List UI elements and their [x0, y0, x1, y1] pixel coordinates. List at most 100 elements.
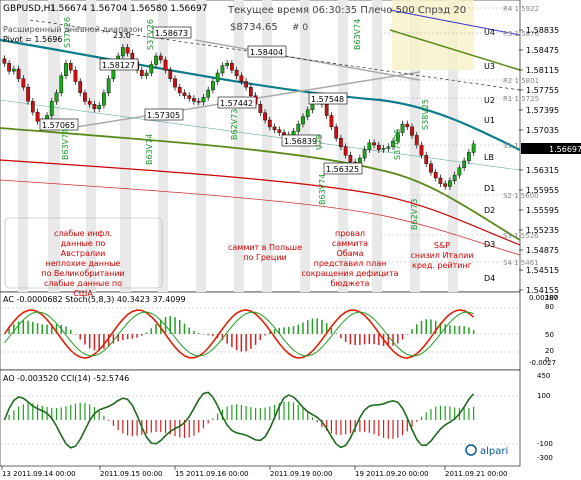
pivot-level-label: S3 1.5526: [503, 232, 539, 240]
pivot-level-label: R2 1.5801: [503, 77, 539, 85]
candle-bear: [173, 78, 177, 88]
annotation-line: бюджета: [331, 279, 370, 288]
candle-bear: [78, 81, 83, 94]
price-tick-label: 1.57755: [526, 86, 559, 95]
price-label-box: [39, 118, 79, 131]
price-tick-label: 1.54515: [526, 266, 559, 275]
candle-bear: [239, 75, 244, 82]
candle-bull: [64, 63, 68, 77]
candle-bear: [429, 163, 433, 173]
current-price-box: [521, 143, 581, 154]
volume-vertical-label: B63V74: [145, 134, 154, 165]
channel-blue: [389, 9, 521, 36]
candle-bear: [92, 103, 97, 109]
candle-bear: [348, 155, 353, 163]
current-price-label: 1.56697: [549, 145, 581, 154]
trendline-resistance: [194, 39, 421, 81]
candle-bear: [433, 172, 438, 179]
candle-bear: [230, 63, 234, 71]
annotation-line: кред. рейтинг: [412, 261, 472, 270]
candle-bull: [467, 152, 471, 162]
candle-bull: [391, 140, 395, 147]
candle-bull: [452, 174, 457, 181]
pivot-levels: R4 1.5922 U4 R3 1.5876 U3 R2 1.5801 U2 R1 1.57…: [380, 5, 540, 283]
price-tick-label: 1.57395: [526, 106, 559, 115]
pivot-level-label: R4 1.5922: [503, 5, 539, 13]
pivot-level-label: S4 1.5461: [503, 259, 539, 267]
ao-cci-plot: 450 100 -100 -300: [0, 372, 553, 462]
candle-bear: [376, 144, 381, 150]
candle-bull: [448, 180, 452, 187]
price-label-text: 1.57065: [42, 121, 75, 130]
cci-line: [3, 391, 475, 449]
candle-bull: [11, 68, 16, 72]
pivot-level-label: S1 1.5650: [503, 142, 539, 150]
ac-tick-label: 100: [545, 294, 558, 302]
candle-bear: [424, 155, 429, 164]
ao-tick-label: -300: [537, 454, 553, 462]
candle-bear: [372, 142, 376, 146]
volume-vertical-label: S37V26: [146, 19, 155, 50]
session-band: [158, 0, 168, 292]
candle-bear: [282, 132, 286, 136]
candle-bull: [400, 123, 405, 133]
ao-tick-label: -100: [537, 440, 553, 448]
candle-bear: [405, 123, 410, 128]
band-level-label: U2: [484, 96, 495, 105]
band-level-label: D1: [484, 184, 495, 193]
candle-bear: [343, 146, 348, 156]
candle-bull: [59, 75, 64, 94]
price-label-box: [323, 162, 363, 175]
candle-bull: [97, 105, 102, 109]
band-level-label: D2: [484, 206, 495, 215]
annotation-line: саммит в Польше: [228, 243, 302, 252]
candle-bull: [106, 78, 111, 94]
session-band: [410, 0, 420, 292]
volume-vertical-label: S37V26: [393, 129, 402, 160]
candle-bear: [272, 126, 277, 130]
candle-bull: [149, 64, 154, 74]
ao-tick-label: 450: [537, 372, 550, 380]
candle-bear: [414, 135, 419, 146]
price-label-text: 1.57442: [220, 99, 253, 108]
price-label-text: 1.56839: [284, 137, 317, 146]
candle-bull: [211, 81, 215, 91]
candle-bull: [215, 72, 220, 82]
candle-bear: [419, 144, 424, 156]
candle-bull: [220, 65, 225, 74]
price-tick-label: 1.55595: [526, 206, 559, 215]
candle-bear: [234, 69, 239, 77]
time-axis: 13 2011.09.14 00:00 2011.09.15 00:00 15 20…: [1, 466, 507, 478]
annotation-line: сокращения дефицита: [301, 269, 398, 278]
stoch-main-line: [3, 309, 475, 359]
candle-bear: [83, 92, 87, 102]
annotation-line: Обама: [336, 249, 363, 258]
candle-bull: [296, 123, 301, 132]
ticket-label: # 0: [292, 23, 308, 33]
candle-bear: [177, 86, 182, 94]
session-band: [234, 0, 244, 292]
channel-mid: [0, 99, 521, 171]
candle-bull: [386, 146, 391, 149]
candle-bear: [443, 183, 448, 187]
candle-bear: [329, 115, 334, 128]
annotation-line: провал: [335, 229, 365, 238]
annotation-line: по Великобритании: [41, 269, 125, 278]
candle-bear: [68, 63, 73, 71]
candle-bear: [2, 58, 7, 64]
annotation-line: по Греции: [243, 253, 286, 262]
session-band: [48, 0, 60, 292]
candle-bear: [192, 98, 196, 102]
price-label-text: 1.56325: [326, 165, 359, 174]
candle-bear: [35, 111, 40, 122]
time-tick-label: 2011.09.15 00:00: [100, 470, 162, 478]
price-label-box: [281, 134, 321, 147]
volume-vertical-label: B63V74: [318, 174, 327, 205]
candle-bull: [206, 89, 211, 98]
band-level-label: U3: [484, 62, 495, 71]
time-tick-label: 15 2011.09.16 00:00: [175, 470, 249, 478]
candle-bull: [102, 92, 106, 106]
